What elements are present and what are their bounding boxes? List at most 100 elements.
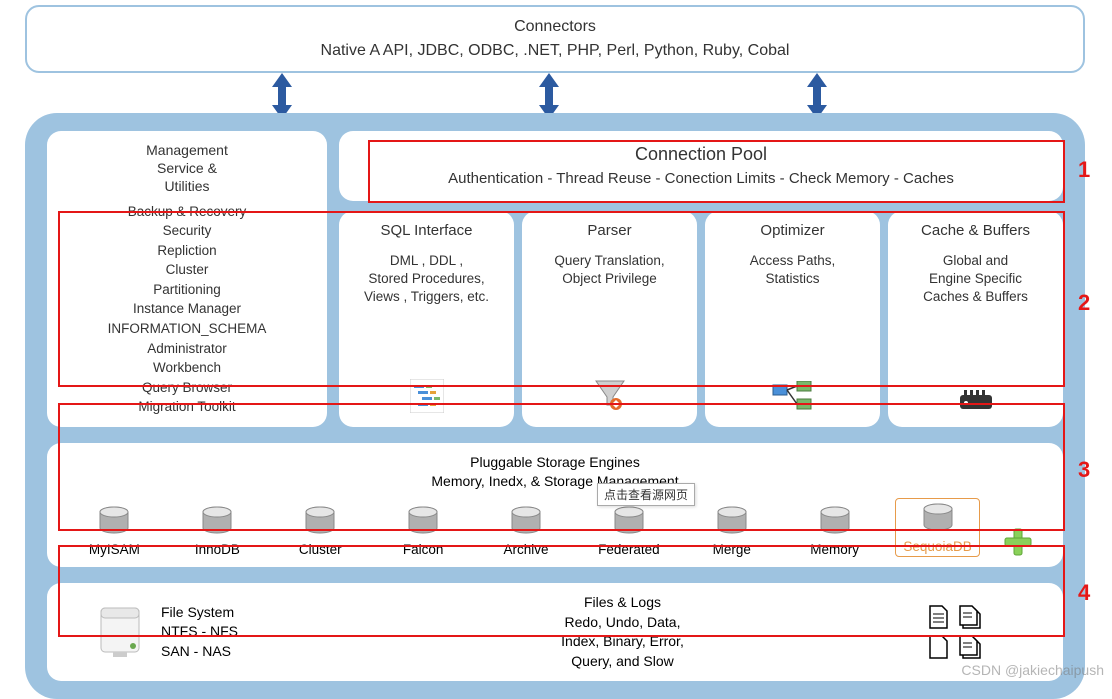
list-item: Security — [108, 221, 267, 241]
disk-drive-icon — [97, 604, 145, 661]
database-icon — [715, 506, 749, 538]
bidirectional-arrow-icon — [805, 73, 829, 113]
text: Views , Triggers, etc. — [364, 288, 489, 306]
engine-label: Cluster — [299, 542, 342, 557]
text: Stored Procedures, — [364, 270, 489, 288]
annotation-label-1: 1 — [1078, 157, 1090, 183]
engine-label: Memory — [810, 542, 859, 557]
subsystems-row: SQL Interface DML , DDL , Stored Procedu… — [339, 211, 1063, 427]
tooltip: 点击查看源网页 — [597, 483, 695, 506]
connectors-box: Connectors Native A API, JDBC, ODBC, .NE… — [25, 5, 1085, 73]
annotation-label-4: 4 — [1078, 580, 1090, 606]
engine-item-federated: Federated — [586, 506, 671, 557]
document-icon — [927, 604, 949, 630]
annotation-label-3: 3 — [1078, 457, 1090, 483]
cache-buffers-box: Cache & Buffers Global and Engine Specif… — [888, 211, 1063, 427]
box-title: Cache & Buffers — [921, 221, 1030, 241]
arrows-row — [5, 73, 1105, 113]
list-item: Repliction — [108, 241, 267, 261]
management-title: Management Service & Utilities — [146, 141, 228, 196]
storage-engines-box: Pluggable Storage Engines Memory, Inedx,… — [47, 443, 1063, 567]
text: Caches & Buffers — [923, 288, 1028, 306]
parser-box: Parser Query Translation, Object Privile… — [522, 211, 697, 427]
sql-interface-box: SQL Interface DML , DDL , Stored Procedu… — [339, 211, 514, 427]
management-box: Management Service & Utilities Backup & … — [47, 131, 327, 427]
engine-label: Falcon — [403, 542, 444, 557]
engine-label: SequoiaDB — [903, 539, 971, 554]
chip-icon — [956, 387, 996, 417]
connection-pool-box: Connection Pool Authentication - Thread … — [339, 131, 1063, 201]
text: Pluggable Storage Engines — [63, 453, 1047, 473]
annotation-label-2: 2 — [1078, 290, 1090, 316]
list-item: Migration Toolkit — [108, 397, 267, 417]
list-item: Query Browser — [108, 378, 267, 398]
engine-label: InnoDB — [195, 542, 240, 557]
document-icons-group — [927, 604, 983, 660]
text: Engine Specific — [923, 270, 1028, 288]
list-item: INFORMATION_SCHEMA — [108, 319, 267, 339]
engine-label: Federated — [598, 542, 660, 557]
text: NTFS - NFS — [161, 622, 238, 642]
text: Memory, Inedx, & Storage Management — [63, 472, 1047, 492]
engine-label: MyISAM — [89, 542, 140, 557]
database-icon — [303, 506, 337, 538]
text: Query Translation, — [554, 252, 664, 270]
database-icon — [921, 503, 955, 535]
database-icon — [818, 506, 852, 538]
engine-label: Merge — [713, 542, 751, 557]
text: Query, and Slow — [358, 652, 887, 672]
connection-pool-subtitle: Authentication - Thread Reuse - Conectio… — [355, 168, 1047, 191]
list-item: Instance Manager — [108, 299, 267, 319]
optimizer-box: Optimizer Access Paths, Statistics — [705, 211, 880, 427]
engine-item-innodb: InnoDB — [175, 506, 260, 557]
flowchart-icon — [771, 381, 815, 417]
connectors-title: Connectors — [47, 15, 1063, 39]
database-icon — [97, 506, 131, 538]
database-icon — [406, 506, 440, 538]
list-item: Partitioning — [108, 280, 267, 300]
list-item: Backup & Recovery — [108, 202, 267, 222]
database-icon — [509, 506, 543, 538]
text: SAN - NAS — [161, 642, 238, 662]
main-container: Management Service & Utilities Backup & … — [25, 113, 1085, 699]
box-title: Parser — [587, 221, 631, 241]
box-title: Optimizer — [760, 221, 824, 241]
document-blank-icon — [927, 634, 949, 660]
text: Object Privilege — [554, 270, 664, 288]
filesystem-box: File System NTFS - NFS SAN - NAS Files &… — [47, 583, 1063, 681]
text: Service & — [146, 159, 228, 177]
text: File System — [161, 603, 238, 623]
staircase-list-icon — [410, 379, 444, 417]
add-engine-icon — [998, 527, 1038, 557]
connectors-list: Native A API, JDBC, ODBC, .NET, PHP, Per… — [47, 39, 1063, 63]
engine-item-memory: Memory — [792, 506, 877, 557]
watermark: CSDN @jakiechaipush — [961, 662, 1104, 678]
engine-item-falcon: Falcon — [381, 506, 466, 557]
database-icon — [200, 506, 234, 538]
bidirectional-arrow-icon — [270, 73, 294, 113]
text: DML , DDL , — [364, 252, 489, 270]
text: Index, Binary, Error, — [358, 632, 887, 652]
engine-item-archive: Archive — [484, 506, 569, 557]
box-title: SQL Interface — [381, 221, 473, 241]
document-stack-icon — [957, 604, 983, 630]
list-item: Workbench — [108, 358, 267, 378]
engine-label: Archive — [503, 542, 548, 557]
engine-item-merge: Merge — [689, 506, 774, 557]
text: Statistics — [750, 270, 836, 288]
text: Global and — [923, 252, 1028, 270]
engine-item-cluster: Cluster — [278, 506, 363, 557]
engine-item-sequoiadb: SequoiaDB — [895, 498, 980, 557]
bidirectional-arrow-icon — [537, 73, 561, 113]
text: Utilities — [146, 177, 228, 195]
management-list: Backup & Recovery Security Repliction Cl… — [108, 202, 267, 417]
list-item: Administrator — [108, 339, 267, 359]
text: Access Paths, — [750, 252, 836, 270]
connection-pool-title: Connection Pool — [355, 141, 1047, 168]
document-stack-icon — [957, 634, 983, 660]
database-icon — [612, 506, 646, 538]
engine-item-myisam: MyISAM — [72, 506, 157, 557]
funnel-icon — [592, 377, 628, 417]
text: Management — [146, 141, 228, 159]
text: Redo, Undo, Data, — [358, 613, 887, 633]
